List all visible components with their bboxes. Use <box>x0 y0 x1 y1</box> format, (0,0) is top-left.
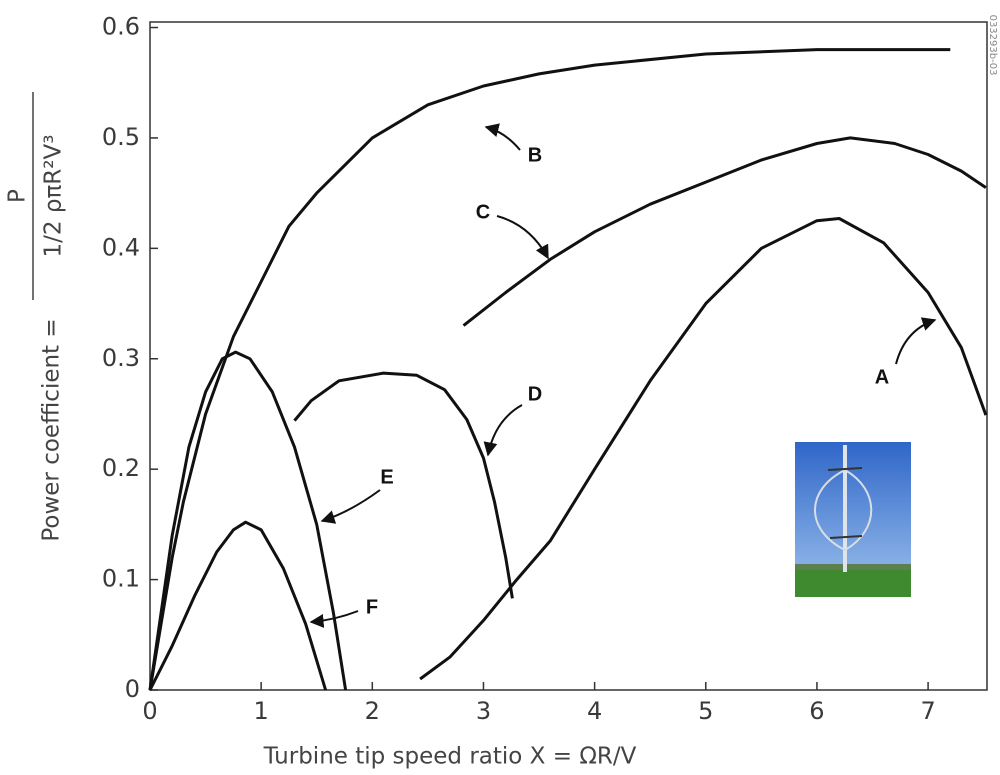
figure-id: 033293b-03 <box>987 15 998 76</box>
y-tick-label: 0.1 <box>102 565 140 593</box>
y-tick-label: 0.4 <box>102 233 140 261</box>
x-tick-label: 4 <box>587 697 602 725</box>
curve <box>419 217 988 681</box>
x-tick-label: 5 <box>698 697 713 725</box>
annotation-arrow <box>309 610 359 628</box>
y-tick-label: 0 <box>125 675 140 703</box>
y-axis-label: Power coefficient = <box>39 318 65 541</box>
y-axis-label-denominator: 1/2 ρπR²V³ <box>41 135 67 258</box>
x-tick-label: 1 <box>254 697 269 725</box>
y-tick-label: 0.2 <box>102 454 140 482</box>
x-axis-label: Turbine tip speed ratio X = ΩR/V <box>263 744 637 770</box>
x-tick-label: 2 <box>365 697 380 725</box>
annotation-arrow <box>484 123 521 151</box>
x-tick-label: 0 <box>142 697 157 725</box>
x-tick-label: 3 <box>476 697 491 725</box>
y-tick-label: 0.3 <box>102 344 140 372</box>
annotation-arrow <box>895 317 937 365</box>
x-tick-label: 6 <box>809 697 824 725</box>
curve <box>293 371 514 599</box>
y-tick-label: 0.6 <box>102 13 140 41</box>
curve <box>148 520 328 691</box>
curve-label: D <box>528 383 542 405</box>
curve <box>148 48 951 691</box>
y-tick-label: 0.5 <box>102 123 140 151</box>
annotation-arrow <box>496 215 549 260</box>
plot-frame <box>149 21 988 691</box>
curve <box>148 350 348 691</box>
curve <box>462 136 987 327</box>
annotation-arrow <box>483 404 523 457</box>
curve-label: A <box>875 366 889 388</box>
inset-photo <box>795 442 911 597</box>
x-tick-label: 7 <box>920 697 935 725</box>
annotation-arrow <box>320 489 381 524</box>
curve-label: C <box>476 201 490 223</box>
curve-label: F <box>366 596 378 618</box>
curve-label: E <box>380 466 393 488</box>
y-axis-label-numerator: P <box>5 189 31 203</box>
curve-label: B <box>528 144 542 166</box>
